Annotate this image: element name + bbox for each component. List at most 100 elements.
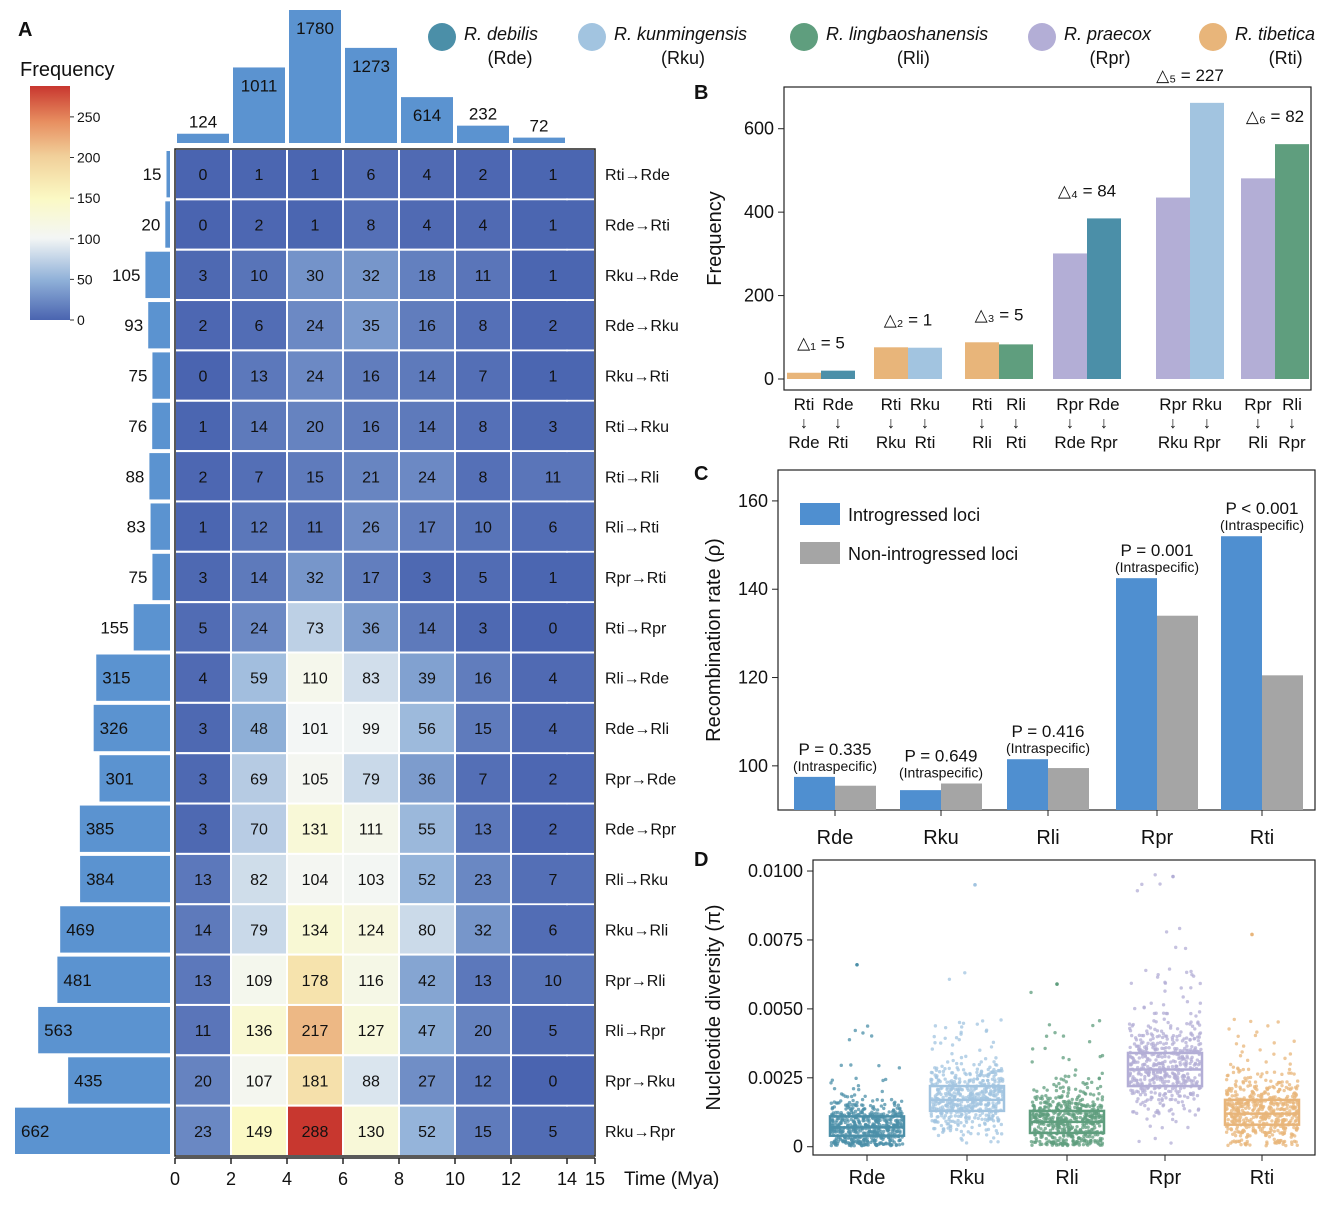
heatmap-row-label: Rde→Rku xyxy=(605,318,679,335)
panel-d-point xyxy=(1177,1056,1181,1061)
heatmap-cell-value: 5 xyxy=(479,570,488,587)
panel-d-point xyxy=(1093,1138,1097,1143)
panel-d-point xyxy=(1085,1081,1089,1086)
panel-d-point xyxy=(1188,1061,1192,1066)
panel-d-point xyxy=(1228,1103,1232,1108)
panel-d-point xyxy=(1145,1117,1149,1121)
panel-d-point xyxy=(1149,1001,1153,1005)
heatmap-row-label: Rpr→Rde xyxy=(605,771,676,788)
panel-d-point xyxy=(930,1047,935,1051)
heatmap-cell xyxy=(398,248,456,302)
panel-d-point xyxy=(865,1024,870,1028)
column-total-bar xyxy=(513,137,565,143)
panel-d-point xyxy=(1231,1103,1235,1107)
panel-d-point xyxy=(1261,1106,1265,1110)
panel-b-bar xyxy=(1241,178,1275,379)
panel-d-point xyxy=(976,1116,980,1121)
panel-d-point xyxy=(1045,1113,1049,1118)
panel-d-point xyxy=(1164,1041,1169,1046)
heatmap-cell-value: 0 xyxy=(549,620,558,637)
panel-d-point xyxy=(1154,1063,1158,1067)
heatmap-cell xyxy=(342,550,400,604)
x-tick-label: Rti xyxy=(1250,827,1274,849)
panel-d-point xyxy=(1146,1107,1150,1111)
panel-d-point xyxy=(1272,1086,1276,1090)
heatmap-row-label: Rli→Rti xyxy=(605,520,659,537)
panel-d-point xyxy=(1135,1081,1139,1086)
panel-d-point xyxy=(1150,1077,1154,1082)
heatmap-cell-value: 103 xyxy=(358,872,385,889)
x-tick-label: Rti xyxy=(1250,1167,1274,1189)
heatmap-cell-value: 3 xyxy=(423,570,432,587)
heatmap-cell-value: 80 xyxy=(418,922,436,939)
panel-d-point xyxy=(1154,1110,1158,1115)
panel-d-point xyxy=(1163,1079,1168,1084)
species-legend-abbr: (Rku) xyxy=(661,48,705,68)
panel-d-point xyxy=(992,1060,996,1064)
panel-d-point xyxy=(1189,969,1193,974)
panel-c-bar xyxy=(1048,768,1089,810)
panel-d-point xyxy=(972,1077,976,1081)
panel-d-point xyxy=(854,1130,858,1134)
heatmap-cell xyxy=(398,701,456,755)
panel-d-point xyxy=(866,1143,870,1147)
panel-d-point xyxy=(1128,1045,1132,1050)
panel-d-point xyxy=(936,1114,940,1119)
panel-d-point xyxy=(1198,1001,1203,1005)
panel-d-point xyxy=(830,1123,835,1127)
panel-d-point xyxy=(1292,1139,1297,1144)
panel-b-arrow: ↓ xyxy=(834,415,842,432)
panel-d-point xyxy=(1155,1054,1160,1059)
heatmap-cell xyxy=(398,802,456,855)
panel-d-point xyxy=(964,1095,968,1100)
panel-d-point xyxy=(1064,1080,1068,1084)
panel-d-point xyxy=(998,1069,1002,1073)
heatmap-cell-value: 5 xyxy=(199,620,208,637)
heatmap-cell-value: 14 xyxy=(194,922,212,939)
panel-d-jitter-group xyxy=(1224,932,1300,1148)
panel-d-point xyxy=(1146,1041,1150,1046)
panel-d-point xyxy=(1141,1063,1145,1067)
panel-d-point xyxy=(1054,1084,1059,1088)
panel-d-point xyxy=(1081,1081,1085,1085)
panel-d-point xyxy=(1067,1102,1072,1107)
panel-d-point xyxy=(986,1074,990,1079)
panel-d-point xyxy=(1183,946,1188,951)
panel-d-point xyxy=(1029,1139,1034,1144)
panel-d-point xyxy=(1171,1112,1175,1116)
heatmap-cell xyxy=(512,452,594,501)
x-tick-label: Rpr xyxy=(1141,827,1174,849)
panel-d-point xyxy=(1185,1044,1189,1048)
panel-d-point xyxy=(963,1104,967,1108)
panel-c-bar xyxy=(835,785,876,810)
panel-d-point xyxy=(1086,1076,1091,1081)
panel-d-point xyxy=(1181,995,1185,999)
panel-d-point xyxy=(1087,1040,1092,1044)
row-total-bar xyxy=(150,503,170,550)
panel-d-box xyxy=(828,1115,906,1137)
heatmap-cell xyxy=(512,502,594,551)
panel-d-point xyxy=(1043,1046,1047,1051)
heatmap-row-label: Rde→Rti xyxy=(605,218,670,235)
row-total-bar xyxy=(133,604,170,651)
heatmap-cell xyxy=(512,150,594,199)
panel-d-point xyxy=(969,1089,973,1093)
panel-d-point xyxy=(1161,1003,1166,1007)
heatmap-cell-value: 1 xyxy=(549,570,558,587)
panel-d-point xyxy=(963,1080,967,1084)
panel-c-legend-label: Non-introgressed loci xyxy=(848,544,1018,564)
panel-d-point xyxy=(930,1071,934,1075)
panel-d-point xyxy=(984,1133,989,1137)
panel-b-bar xyxy=(965,342,999,379)
panel-d-point xyxy=(1267,1135,1272,1139)
heatmap-cell-value: 178 xyxy=(302,973,329,990)
panel-d-point xyxy=(1288,1062,1292,1066)
panel-d-point xyxy=(1054,1143,1059,1147)
panel-d-point xyxy=(1134,1038,1139,1042)
y-tick-label: 0.0050 xyxy=(748,999,803,1019)
panel-d-point xyxy=(1161,1063,1165,1067)
panel-d-point xyxy=(950,1094,955,1098)
panel-b-bar-label-top: Rku xyxy=(1192,395,1222,414)
heatmap-cell-value: 11 xyxy=(307,520,324,537)
panel-d-point xyxy=(1153,1073,1157,1077)
